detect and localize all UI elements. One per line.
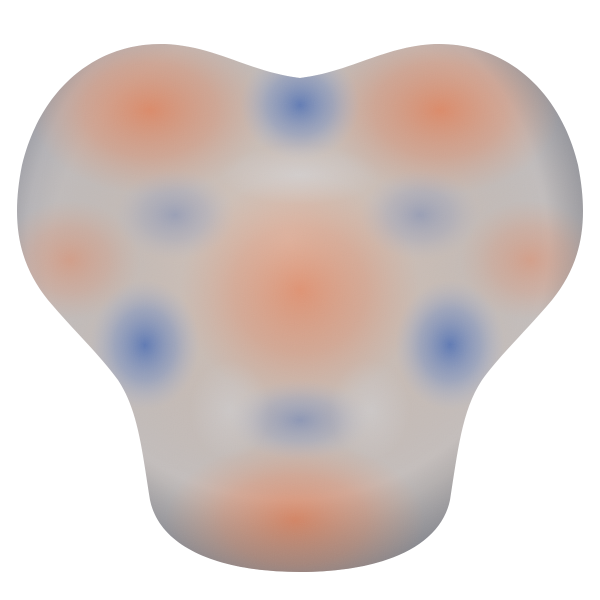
render-viewport[interactable] (0, 0, 600, 600)
blob-surface (17, 43, 583, 572)
blob-render (17, 43, 583, 572)
